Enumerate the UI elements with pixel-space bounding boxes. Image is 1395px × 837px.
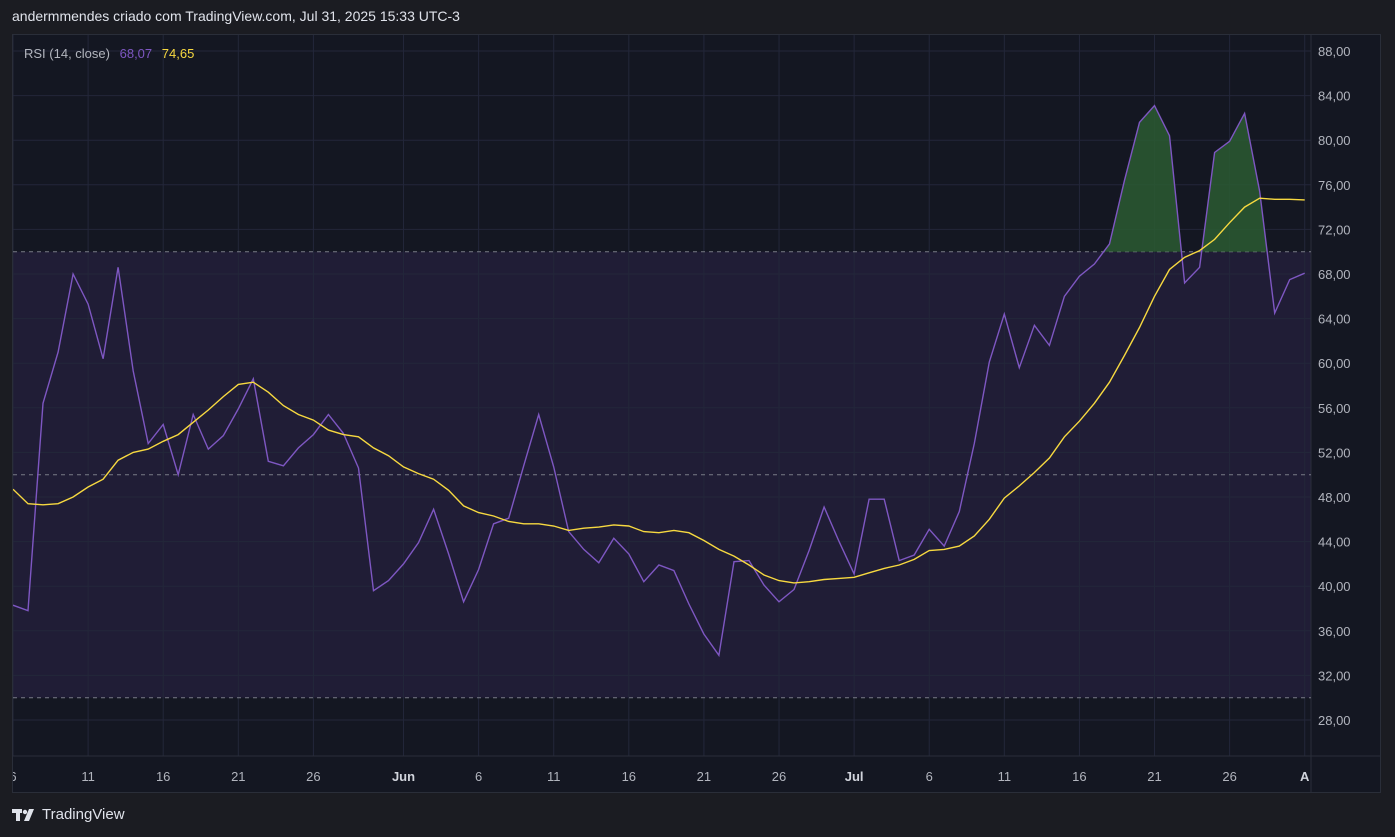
x-tick-label: 16 — [156, 769, 170, 784]
x-tick-label: 11 — [81, 769, 95, 784]
x-tick-label: 11 — [547, 769, 561, 784]
y-tick-label: 60,00 — [1318, 356, 1351, 371]
y-tick-label: 56,00 — [1318, 401, 1351, 416]
y-tick-label: 84,00 — [1318, 89, 1351, 104]
y-tick-label: 52,00 — [1318, 445, 1351, 460]
rsi-value: 68,07 — [119, 46, 153, 61]
y-tick-label: 68,00 — [1318, 267, 1351, 282]
x-tick-label: 21 — [697, 769, 711, 784]
chart-caption: andermmendes criado com TradingView.com,… — [12, 8, 460, 24]
tradingview-logo[interactable]: TradingView — [12, 806, 125, 823]
x-tick-label: 6 — [13, 769, 17, 784]
x-tick-label: 6 — [926, 769, 933, 784]
x-tick-label: A — [1300, 769, 1310, 784]
y-tick-label: 40,00 — [1318, 579, 1351, 594]
y-tick-label: 72,00 — [1318, 222, 1351, 237]
y-tick-label: 64,00 — [1318, 312, 1351, 327]
x-tick-label: 26 — [1222, 769, 1236, 784]
x-tick-label: 6 — [475, 769, 482, 784]
overbought-fill — [1103, 105, 1182, 252]
x-tick-label: 26 — [772, 769, 786, 784]
y-tick-label: 36,00 — [1318, 624, 1351, 639]
rsi-chart-pane[interactable]: 28,00 32,00 36,00 40,00 44,00 48,00 52,00 56,00… — [12, 34, 1381, 793]
ma-value: 74,65 — [161, 46, 195, 61]
brand-name: TradingView — [42, 806, 125, 823]
y-tick-label: 88,00 — [1318, 44, 1351, 59]
indicator-name: RSI (14, close) — [24, 46, 110, 61]
y-tick-label: 76,00 — [1318, 178, 1351, 193]
x-tick-label: Jun — [392, 769, 415, 784]
tradingview-icon — [12, 808, 34, 821]
x-tick-label: 16 — [622, 769, 636, 784]
y-tick-label: 28,00 — [1318, 713, 1351, 728]
rsi-ma-line — [13, 197, 1305, 584]
x-tick-label: 21 — [231, 769, 245, 784]
indicator-legend[interactable]: RSI (14, close) 68,07 74,65 — [24, 46, 194, 61]
rsi-line — [13, 104, 1305, 658]
x-tick-label: 11 — [998, 769, 1012, 784]
x-tick-label: 21 — [1147, 769, 1161, 784]
x-tick-label: Jul — [845, 769, 864, 784]
y-tick-label: 32,00 — [1318, 668, 1351, 683]
y-tick-label: 48,00 — [1318, 490, 1351, 505]
y-tick-label: 44,00 — [1318, 535, 1351, 550]
x-tick-label: 16 — [1072, 769, 1086, 784]
y-tick-label: 80,00 — [1318, 133, 1351, 148]
rsi-chart[interactable]: 28,00 32,00 36,00 40,00 44,00 48,00 52,00 56,00… — [13, 35, 1381, 793]
x-tick-label: 26 — [306, 769, 320, 784]
